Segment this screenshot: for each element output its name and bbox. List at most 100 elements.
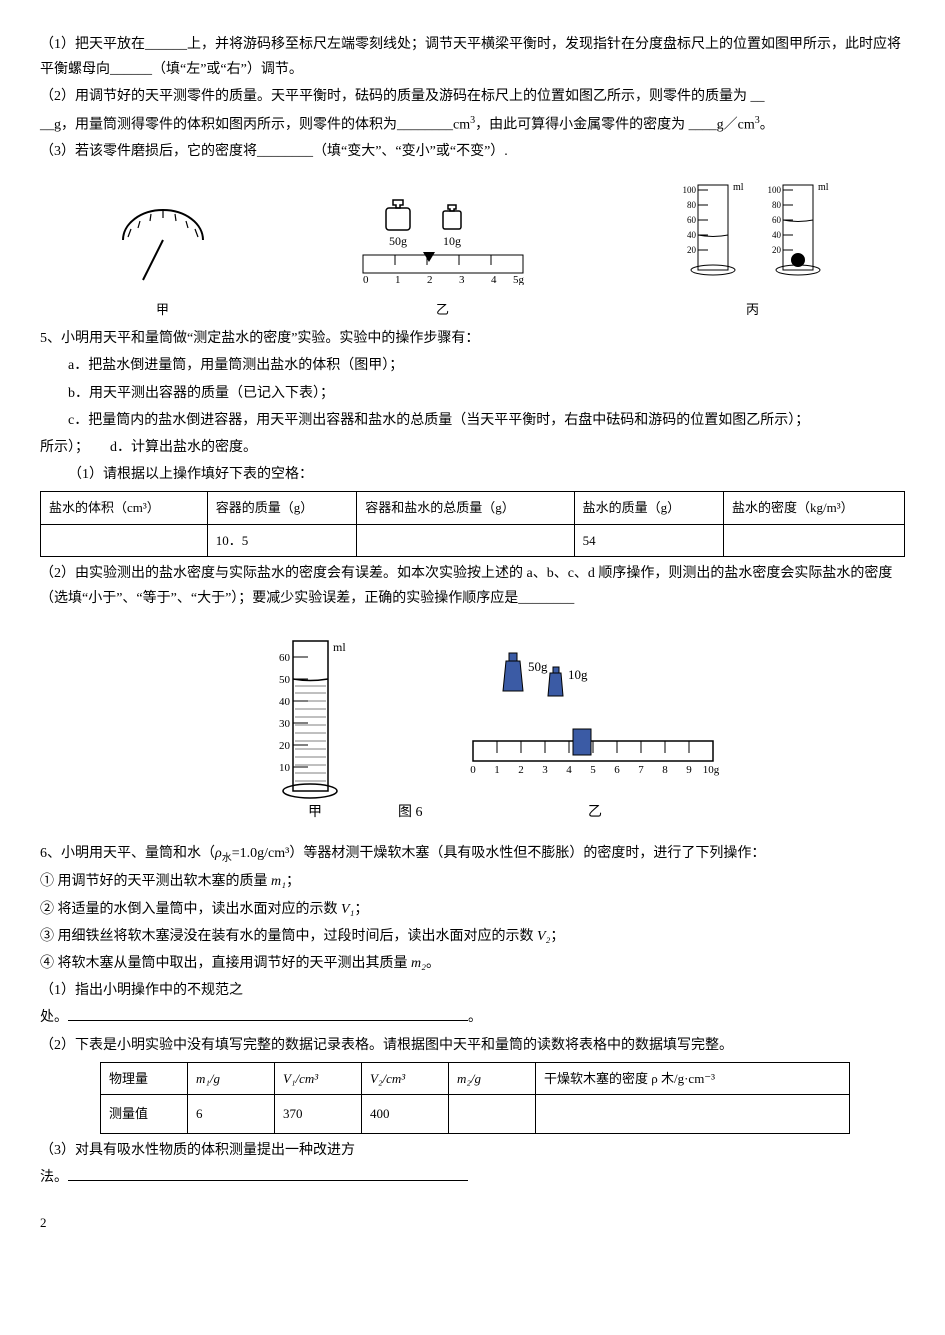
q4-l2d: 。: [760, 117, 774, 132]
q5-fig-svg: ml 605040 302010 甲 图 6: [213, 621, 733, 821]
q5-td2: 10．5: [207, 524, 356, 556]
q6-p1a: （1）指出小明操作中的不规范之: [40, 978, 905, 1003]
p3b: 法。: [40, 1170, 68, 1185]
svg-text:80: 80: [687, 200, 697, 210]
q6-tc: =1.0g/cm³）等器材测干燥软木塞（具有吸水性但不膨胀）的密度时，进行了下列…: [232, 846, 766, 861]
q4-cap-jia: 甲: [108, 298, 218, 321]
q6-td2: 370: [275, 1095, 362, 1134]
q6-td3: 400: [362, 1095, 449, 1134]
m1: m₁: [271, 874, 286, 889]
table-row: 盐水的体积（cm³） 容器的质量（g） 容器和盐水的总质量（g） 盐水的质量（g…: [41, 492, 905, 524]
th3t: V₂/cm³: [370, 1071, 405, 1086]
th2t: V₁/cm³: [283, 1071, 318, 1086]
q5-b: b．用天平测出容器的质量（已记入下表）；: [40, 381, 905, 406]
svg-text:8: 8: [662, 764, 668, 776]
q4-l2c: ，由此可算得小金属零件的密度为 ____g／cm: [475, 117, 755, 132]
q6-td1: 6: [188, 1095, 275, 1134]
q6-s1: ① 用调节好的天平测出软木塞的质量 m₁；: [40, 869, 905, 894]
svg-text:1: 1: [494, 764, 500, 776]
q6-s2: ② 将适量的水倒入量筒中，读出水面对应的示数 V₁；: [40, 897, 905, 922]
q5-td5[interactable]: [724, 524, 905, 556]
q5-th3: 容器和盐水的总质量（g）: [357, 492, 574, 524]
svg-text:2: 2: [518, 764, 524, 776]
page-number: 2: [40, 1211, 905, 1234]
q5-title: 5、小明用天平和量筒做“测定盐水的密度”实验。实验中的操作步骤有：: [40, 326, 905, 351]
q5-td3[interactable]: [357, 524, 574, 556]
s4a: ④ 将软木塞从量筒中取出，直接用调节好的天平测出其质量: [40, 956, 411, 971]
q4-line4: （3）若该零件磨损后，它的密度将________（填“变大”、“变小”或“不变”…: [40, 139, 905, 164]
q6-table: 物理量 m₁/g V₁/cm³ V₂/cm³ m₂/g 干燥软木塞的密度 ρ 木…: [100, 1062, 850, 1134]
svg-text:2: 2: [427, 274, 433, 285]
svg-text:20: 20: [772, 245, 782, 255]
svg-text:9: 9: [686, 764, 692, 776]
q6-th2: V₁/cm³: [275, 1062, 362, 1094]
svg-text:4: 4: [566, 764, 572, 776]
q5-th5: 盐水的密度（kg/m³）: [724, 492, 905, 524]
q6-p3a: （3）对具有吸水性物质的体积测量提出一种改进方: [40, 1138, 905, 1163]
svg-text:10g: 10g: [702, 764, 719, 776]
q4-fig-jia: 甲: [108, 195, 218, 322]
svg-text:40: 40: [279, 696, 291, 708]
q5-cap-jia: 甲: [308, 805, 322, 820]
w50: 50g: [389, 234, 407, 248]
q6-s4: ④ 将软木塞从量筒中取出，直接用调节好的天平测出其质量 m₂。: [40, 951, 905, 976]
q4-figure-row: 甲 50g 10g 01 23 45g 乙: [40, 175, 905, 322]
svg-text:ml: ml: [818, 182, 829, 193]
q6-td4[interactable]: [449, 1095, 536, 1134]
svg-text:10: 10: [279, 762, 291, 774]
s2b: ；: [354, 902, 368, 917]
th1t: m₁/g: [196, 1071, 220, 1086]
rho-symbol: ρ: [215, 846, 222, 861]
q5-cd: 所示）； d．计算出盐水的密度。: [40, 435, 905, 460]
svg-text:60: 60: [772, 215, 782, 225]
q6-td5[interactable]: [536, 1095, 850, 1134]
svg-text:0: 0: [470, 764, 476, 776]
q4-cap-bing: 丙: [668, 298, 838, 321]
q6-th5: 干燥软木塞的密度 ρ 木/g·cm⁻³: [536, 1062, 850, 1094]
q4-line1: （1）把天平放在______上，并将游码移至标尺左端零刻线处；调节天平横梁平衡时…: [40, 32, 905, 82]
svg-text:20: 20: [687, 245, 697, 255]
s2a: ② 将适量的水倒入量筒中，读出水面对应的示数: [40, 902, 341, 917]
svg-text:4: 4: [491, 274, 497, 285]
svg-text:ml: ml: [333, 640, 346, 654]
blank-input[interactable]: [68, 1166, 468, 1181]
q5-td1[interactable]: [41, 524, 208, 556]
q5-a: a．把盐水倒进量筒，用量筒测出盐水的体积（图甲）；: [40, 353, 905, 378]
v2: V₂: [537, 929, 550, 944]
q6-ta: 6、小明用天平、量筒和水（: [40, 846, 215, 861]
q4-fig-yi: 50g 10g 01 23 45g 乙: [353, 190, 533, 322]
q5-c: c．把量筒内的盐水倒进容器，用天平测出容器和盐水的总质量（当天平平衡时，右盘中砝…: [40, 408, 905, 433]
s4b: 。: [426, 956, 440, 971]
q5-th4: 盐水的质量（g）: [574, 492, 723, 524]
blank-input[interactable]: [68, 1006, 468, 1021]
svg-text:3: 3: [542, 764, 548, 776]
table-row: 物理量 m₁/g V₁/cm³ V₂/cm³ m₂/g 干燥软木塞的密度 ρ 木…: [101, 1062, 850, 1094]
svg-text:6: 6: [614, 764, 620, 776]
svg-text:40: 40: [687, 230, 697, 240]
svg-text:60: 60: [687, 215, 697, 225]
s3b: ；: [550, 929, 564, 944]
q6-td0: 测量值: [101, 1095, 188, 1134]
q5-cap-mid: 图 6: [398, 805, 423, 820]
p1b: 处。: [40, 1010, 68, 1025]
s1a: ① 用调节好的天平测出软木塞的质量: [40, 874, 271, 889]
q6-th0: 物理量: [101, 1062, 188, 1094]
w10: 10g: [443, 234, 461, 248]
q6-th4: m₂/g: [449, 1062, 536, 1094]
q4-cap-yi: 乙: [353, 298, 533, 321]
svg-text:5: 5: [590, 764, 596, 776]
th4t: m₂/g: [457, 1071, 481, 1086]
q4-l2b: __g，用量筒测得零件的体积如图丙所示，则零件的体积为________cm: [40, 117, 470, 132]
svg-text:100: 100: [767, 185, 781, 195]
q6-s3: ③ 用细铁丝将软木塞浸没在装有水的量筒中，过段时间后，读出水面对应的示数 V₂；: [40, 924, 905, 949]
svg-text:10g: 10g: [568, 667, 588, 682]
q6-title: 6、小明用天平、量筒和水（ρ水=1.0g/cm³）等器材测干燥软木塞（具有吸水性…: [40, 841, 905, 868]
rider-icon: [423, 252, 435, 262]
q4-fig-bing: 10080 604020 ml 10080 604020 ml: [668, 175, 838, 322]
s3a: ③ 用细铁丝将软木塞浸没在装有水的量筒中，过段时间后，读出水面对应的示数: [40, 929, 537, 944]
svg-text:30: 30: [279, 718, 291, 730]
svg-text:50g: 50g: [528, 659, 548, 674]
table-row: 10．5 54: [41, 524, 905, 556]
svg-text:100: 100: [682, 185, 696, 195]
p1c: 。: [468, 1010, 482, 1025]
